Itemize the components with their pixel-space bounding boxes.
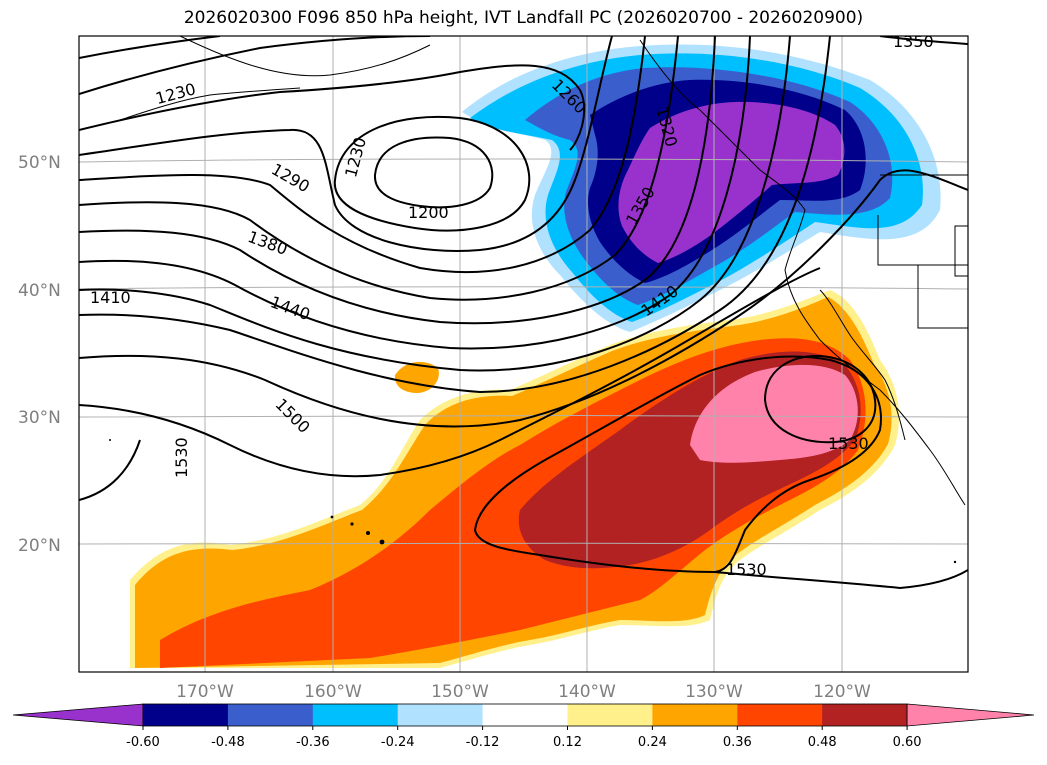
- colorbar-segment: [397, 704, 484, 726]
- colorbar-tick-label: -0.48: [211, 735, 245, 750]
- contour-label-1410-b: 1410: [90, 288, 131, 307]
- islands: [109, 439, 957, 564]
- colorbar-segment: [143, 704, 229, 726]
- colorbar-segment: [567, 704, 653, 726]
- colorbar-segment: [737, 704, 823, 726]
- lat-label-20n: 20°N: [18, 536, 61, 556]
- lon-label-160w: 160°W: [304, 682, 362, 702]
- colorbar-segment: [482, 704, 568, 726]
- colorbar-segment: [822, 704, 908, 726]
- map-frame: [78, 35, 969, 673]
- map-title: 2026020300 F096 850 hPa height, IVT Land…: [183, 8, 864, 28]
- colorbar-tick-label: -0.36: [296, 735, 330, 750]
- height-contours: [79, 36, 968, 590]
- colorbar-segment: [227, 704, 314, 726]
- coastlines: [119, 36, 968, 506]
- contour-label-1530-b: 1530: [828, 434, 869, 453]
- latitude-labels: 50°N 40°N 30°N 20°N: [18, 153, 61, 556]
- colorbar-tick-label: 0.24: [638, 735, 667, 750]
- contour-label-1350-b: 1350: [893, 32, 934, 51]
- colorbar-tick-label: 0.12: [553, 735, 582, 750]
- colorbar-tick-label: -0.24: [381, 735, 415, 750]
- lon-label-150w: 150°W: [431, 682, 489, 702]
- contour-label-1530-a: 1530: [172, 437, 191, 478]
- positive-ivt-region: [130, 290, 900, 668]
- lon-label-120w: 120°W: [813, 682, 871, 702]
- colorbar-segment: [652, 704, 738, 726]
- colorbar-outline: [142, 703, 908, 727]
- colorbar: -0.60 -0.48 -0.36 -0.24 -0.12 0.12 0.24 0.36 0.4…: [12, 703, 1035, 750]
- colorbar-tick-label: -0.60: [126, 735, 160, 750]
- lon-label-130w: 130°W: [685, 682, 743, 702]
- lat-label-40n: 40°N: [18, 281, 61, 301]
- colorbar-arrow-right: [906, 703, 1035, 727]
- colorbar-tick-label: 0.60: [893, 735, 922, 750]
- lat-label-30n: 30°N: [18, 408, 61, 428]
- longitude-labels: 170°W 160°W 150°W 140°W 130°W 120°W: [176, 682, 871, 702]
- colorbar-tick-label: 0.36: [723, 735, 752, 750]
- contour-label-1200: 1200: [408, 203, 449, 222]
- colorbar-arrow-left: [12, 703, 144, 727]
- colorbar-segment: [312, 704, 399, 726]
- lon-label-140w: 140°W: [558, 682, 616, 702]
- colorbar-tick-label: 0.48: [808, 735, 837, 750]
- lon-label-170w: 170°W: [176, 682, 234, 702]
- contour-label-1530-c: 1530: [726, 560, 767, 579]
- colorbar-tick-label: -0.12: [466, 735, 500, 750]
- lat-label-50n: 50°N: [18, 153, 61, 173]
